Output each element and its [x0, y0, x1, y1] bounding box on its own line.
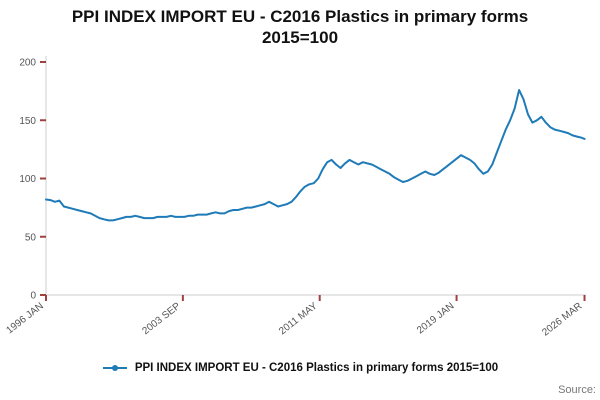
y-tick-label: 100: [19, 174, 36, 185]
legend-line-marker: [102, 365, 127, 371]
chart-title: PPI INDEX IMPORT EU - C2016 Plastics in …: [0, 6, 600, 49]
legend-label: PPI INDEX IMPORT EU - C2016 Plastics in …: [134, 362, 499, 374]
x-tick-label: 2011 MAY: [277, 300, 320, 337]
x-tick-label: 2019 JAN: [415, 301, 456, 337]
source-text: Source:: [558, 384, 596, 396]
y-tick-label: 50: [25, 232, 37, 243]
x-tick-label: 1996 JAN: [4, 301, 45, 337]
x-tick-label: 2003 SEP: [140, 301, 183, 338]
y-tick-label: 0: [30, 291, 36, 302]
series-line: [45, 89, 586, 222]
chart-title-line1: PPI INDEX IMPORT EU - C2016 Plastics in …: [71, 7, 529, 26]
chart-title-line2: 2015=100: [261, 28, 339, 48]
legend: PPI INDEX IMPORT EU - C2016 Plastics in …: [0, 362, 600, 374]
y-tick-label: 150: [19, 116, 36, 127]
y-tick-label: 200: [19, 58, 36, 69]
x-tick-label: 2026 MAR: [540, 301, 584, 339]
